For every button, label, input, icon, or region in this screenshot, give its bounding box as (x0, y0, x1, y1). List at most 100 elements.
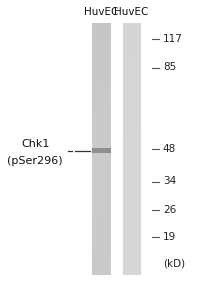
Bar (92, 218, 110, 221)
Bar (92, 190, 110, 193)
Bar (92, 212, 110, 215)
Bar (122, 243, 140, 246)
Bar (122, 130, 140, 133)
Bar (92, 76, 110, 79)
Bar (122, 186, 140, 190)
Bar (122, 79, 140, 82)
Bar (122, 82, 140, 85)
Bar (92, 186, 110, 190)
Bar (122, 35, 140, 38)
Bar (92, 180, 110, 183)
Bar (122, 101, 140, 104)
Bar (92, 117, 110, 120)
Text: 34: 34 (162, 176, 175, 187)
Bar (92, 26, 110, 29)
Bar (92, 38, 110, 41)
Bar (92, 29, 110, 32)
Bar (122, 256, 140, 259)
Bar (122, 139, 140, 142)
Bar (122, 212, 140, 215)
Bar (92, 268, 110, 272)
Bar (122, 54, 140, 57)
Bar (122, 117, 140, 120)
Bar (92, 148, 110, 152)
Bar (122, 161, 140, 164)
Bar (92, 202, 110, 205)
Bar (92, 233, 110, 237)
Bar (92, 85, 110, 88)
Bar (122, 22, 140, 26)
Bar (92, 133, 110, 136)
Text: 117: 117 (162, 34, 182, 44)
Bar (92, 265, 110, 268)
Bar (92, 208, 110, 212)
Bar (92, 67, 110, 70)
Bar (92, 82, 110, 85)
Bar (92, 246, 110, 249)
Bar (122, 123, 140, 127)
Bar (92, 193, 110, 196)
Bar (122, 265, 140, 268)
Bar (122, 272, 140, 274)
Bar (122, 208, 140, 212)
Bar (92, 114, 110, 117)
Bar (122, 259, 140, 262)
Bar (92, 120, 110, 123)
Bar (122, 88, 140, 92)
Bar (92, 199, 110, 202)
Bar (92, 155, 110, 158)
Bar (122, 95, 140, 98)
Bar (122, 183, 140, 186)
Bar (122, 60, 140, 64)
Bar (122, 268, 140, 272)
Bar (92, 130, 110, 133)
Bar (122, 252, 140, 256)
Bar (122, 38, 140, 41)
Bar (92, 145, 110, 148)
Bar (92, 88, 110, 92)
Bar (122, 120, 140, 123)
Bar (92, 249, 110, 252)
Bar (92, 174, 110, 177)
Bar (122, 44, 140, 48)
Bar (122, 126, 140, 130)
Text: 26: 26 (162, 205, 175, 215)
Bar (92, 48, 110, 51)
Bar (122, 193, 140, 196)
Bar (122, 133, 140, 136)
Bar (122, 155, 140, 158)
Bar (92, 108, 110, 111)
Text: HuvEC: HuvEC (84, 7, 118, 17)
Bar (92, 164, 110, 167)
Bar (122, 237, 140, 240)
Bar (92, 136, 110, 139)
Bar (122, 205, 140, 208)
Bar (92, 237, 110, 240)
Bar (92, 148, 110, 153)
Bar (122, 32, 140, 35)
Bar (92, 41, 110, 44)
Bar (122, 108, 140, 111)
Bar (122, 48, 140, 51)
Bar (92, 177, 110, 180)
Bar (92, 256, 110, 259)
Bar (122, 152, 140, 155)
Bar (122, 142, 140, 145)
Bar (122, 63, 140, 67)
Bar (122, 70, 140, 73)
Bar (122, 51, 140, 54)
Bar (92, 243, 110, 246)
Bar (122, 233, 140, 237)
Bar (122, 73, 140, 76)
Bar (122, 158, 140, 161)
Bar (122, 26, 140, 29)
Bar (122, 41, 140, 44)
Bar (92, 32, 110, 35)
Bar (92, 158, 110, 161)
Bar (92, 123, 110, 127)
Text: HuvEC: HuvEC (114, 7, 148, 17)
Bar (92, 63, 110, 67)
Bar (92, 167, 110, 170)
Bar (92, 227, 110, 230)
Bar (122, 190, 140, 193)
